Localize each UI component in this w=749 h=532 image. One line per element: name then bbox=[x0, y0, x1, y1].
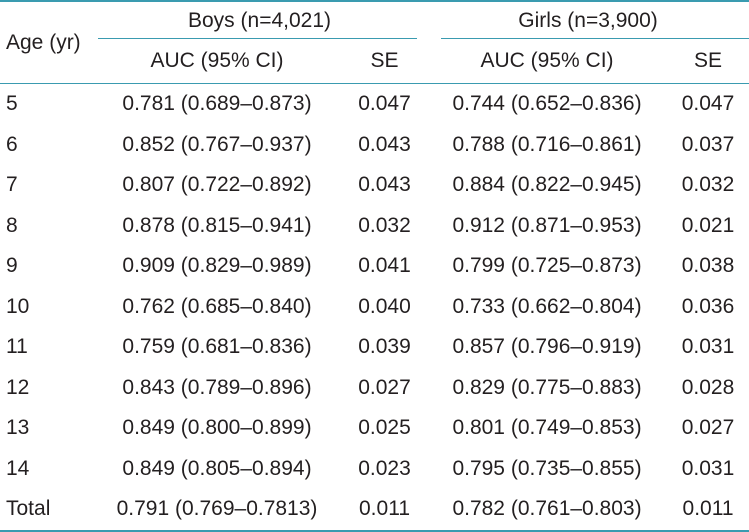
age-cell: 10 bbox=[6, 294, 30, 318]
boys-auc-cell: 0.843 (0.789–0.896) bbox=[122, 375, 312, 399]
age-cell: 5 bbox=[0, 83, 92, 125]
age-cell: 9 bbox=[6, 254, 18, 278]
table-row: 8 0.878 (0.815–0.941) 0.032 0.912 (0.871… bbox=[0, 206, 749, 247]
age-cell: 13 bbox=[6, 416, 30, 440]
boys-auc-cell: 0.849 (0.805–0.894) bbox=[122, 456, 312, 480]
age-cell: Total bbox=[0, 489, 92, 532]
girls-se-cell: 0.028 bbox=[681, 375, 735, 399]
girls-auc-header: AUC (95% CI) bbox=[480, 49, 614, 72]
boys-group-label: Boys (n=4,021) bbox=[188, 8, 332, 32]
table-body: 5 0.781 (0.689–0.873) 0.047 0.744 (0.652… bbox=[0, 83, 749, 532]
girls-auc-cell: 0.801 (0.749–0.853) bbox=[452, 416, 642, 440]
girls-auc-cell: 0.788 (0.716–0.861) bbox=[452, 132, 642, 156]
age-cell: 7 bbox=[6, 173, 18, 197]
boys-auc-cell: 0.852 (0.767–0.937) bbox=[122, 132, 312, 156]
boys-se-cell: 0.032 bbox=[358, 213, 411, 237]
girls-auc-cell: 0.829 (0.775–0.883) bbox=[452, 375, 642, 399]
boys-se-cell: 0.025 bbox=[358, 416, 411, 440]
boys-auc-cell: 0.781 (0.689–0.873) bbox=[92, 83, 342, 125]
boys-auc-header: AUC (95% CI) bbox=[150, 49, 284, 72]
age-cell: 12 bbox=[6, 375, 30, 399]
boys-se-cell: 0.043 bbox=[358, 132, 411, 156]
girls-auc-cell: 0.857 (0.796–0.919) bbox=[452, 335, 642, 359]
girls-se-cell: 0.038 bbox=[681, 254, 735, 278]
boys-se-cell: 0.027 bbox=[358, 375, 411, 399]
boys-auc-cell: 0.909 (0.829–0.989) bbox=[122, 254, 312, 278]
girls-auc-cell: 0.733 (0.662–0.804) bbox=[452, 294, 642, 318]
table-row: 9 0.909 (0.829–0.989) 0.041 0.799 (0.725… bbox=[0, 246, 749, 287]
girls-auc-cell: 0.782 (0.761–0.803) bbox=[427, 489, 668, 532]
girls-se-cell: 0.036 bbox=[681, 294, 735, 318]
boys-se-cell: 0.043 bbox=[358, 173, 411, 197]
boys-se-cell: 0.047 bbox=[342, 83, 428, 125]
table-row: 7 0.807 (0.722–0.892) 0.043 0.884 (0.822… bbox=[0, 165, 749, 206]
boys-auc-cell: 0.807 (0.722–0.892) bbox=[122, 173, 312, 197]
girls-se-cell: 0.021 bbox=[681, 213, 735, 237]
girls-group-label: Girls (n=3,900) bbox=[518, 8, 658, 32]
age-cell: 6 bbox=[6, 132, 18, 156]
boys-group-header: Boys (n=4,021) bbox=[92, 0, 428, 39]
age-cell: 8 bbox=[6, 213, 18, 237]
girls-group-rule bbox=[441, 38, 749, 39]
girls-se-cell: 0.037 bbox=[681, 132, 735, 156]
girls-auc-cell: 0.884 (0.822–0.945) bbox=[452, 173, 642, 197]
table-row: 6 0.852 (0.767–0.937) 0.043 0.788 (0.716… bbox=[0, 125, 749, 166]
boys-se-cell: 0.023 bbox=[358, 456, 411, 480]
boys-auc-cell: 0.791 (0.769–0.7813) bbox=[92, 489, 342, 532]
girls-se-cell: 0.031 bbox=[681, 335, 735, 359]
girls-auc-cell: 0.744 (0.652–0.836) bbox=[427, 83, 668, 125]
table-row: Total 0.791 (0.769–0.7813) 0.011 0.782 (… bbox=[0, 489, 749, 532]
girls-se-cell: 0.031 bbox=[681, 456, 735, 480]
age-header: Age (yr) bbox=[0, 0, 92, 84]
girls-se-cell: 0.027 bbox=[681, 416, 735, 440]
table-row: 5 0.781 (0.689–0.873) 0.047 0.744 (0.652… bbox=[0, 83, 749, 125]
girls-group-header: Girls (n=3,900) bbox=[427, 0, 749, 39]
girls-se-cell: 0.047 bbox=[667, 83, 749, 125]
boys-auc-cell: 0.878 (0.815–0.941) bbox=[122, 213, 312, 237]
table-header: Age (yr) Boys (n=4,021) Girls (n=3,900) … bbox=[0, 0, 749, 84]
girls-se-header: SE bbox=[694, 49, 723, 72]
table-row: 10 0.762 (0.685–0.840) 0.040 0.733 (0.66… bbox=[0, 287, 749, 328]
boys-auc-cell: 0.762 (0.685–0.840) bbox=[122, 294, 312, 318]
boys-se-cell: 0.041 bbox=[358, 254, 411, 278]
table-row: 14 0.849 (0.805–0.894) 0.023 0.795 (0.73… bbox=[0, 449, 749, 490]
boys-se-cell: 0.039 bbox=[358, 335, 411, 359]
table-row: 11 0.759 (0.681–0.836) 0.039 0.857 (0.79… bbox=[0, 327, 749, 368]
table-row: 13 0.849 (0.800–0.899) 0.025 0.801 (0.74… bbox=[0, 408, 749, 449]
table-row: 12 0.843 (0.789–0.896) 0.027 0.829 (0.77… bbox=[0, 368, 749, 409]
girls-auc-cell: 0.799 (0.725–0.873) bbox=[452, 254, 642, 278]
boys-se-header: SE bbox=[370, 49, 399, 72]
age-cell: 14 bbox=[6, 456, 30, 480]
girls-auc-cell: 0.912 (0.871–0.953) bbox=[452, 213, 642, 237]
girls-se-cell: 0.032 bbox=[681, 173, 735, 197]
boys-auc-cell: 0.849 (0.800–0.899) bbox=[122, 416, 312, 440]
girls-se-cell: 0.011 bbox=[667, 489, 749, 532]
boys-group-rule bbox=[98, 38, 418, 39]
boys-auc-cell: 0.759 (0.681–0.836) bbox=[122, 335, 312, 359]
boys-se-cell: 0.040 bbox=[358, 294, 411, 318]
boys-se-cell: 0.011 bbox=[342, 489, 428, 532]
girls-auc-cell: 0.795 (0.735–0.855) bbox=[452, 456, 642, 480]
age-cell: 11 bbox=[6, 335, 28, 359]
